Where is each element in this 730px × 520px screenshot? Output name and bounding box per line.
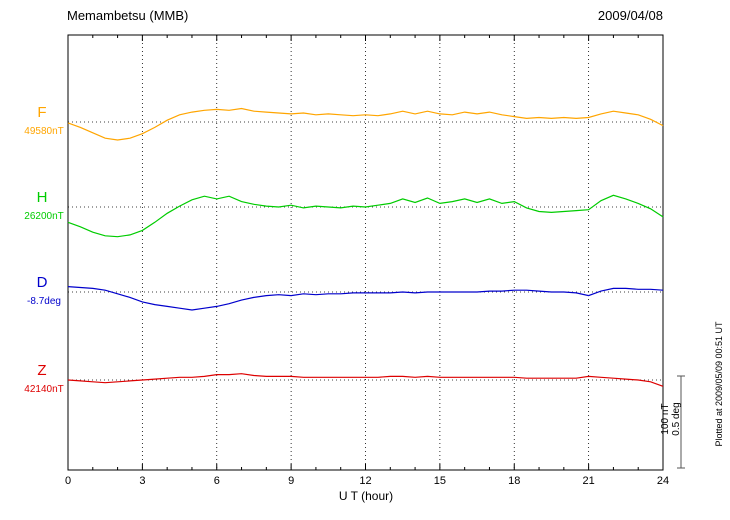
scale-label-nt: 100 nT [660, 403, 671, 435]
series-baseline-value-F: 49580nT [24, 126, 64, 137]
series-label-F: F [37, 104, 47, 121]
x-tick-label-6: 6 [213, 475, 220, 487]
x-axis-label: U T (hour) [338, 489, 394, 503]
series-label-H: H [36, 189, 48, 206]
x-tick-label-0: 0 [64, 475, 72, 487]
series-label-Z: Z [37, 362, 47, 379]
series-baseline-value-D: -8.7deg [27, 296, 61, 307]
trace-D [67, 286, 664, 311]
trace-Z [67, 373, 664, 387]
x-tick-label-15: 15 [433, 475, 446, 487]
x-tick-label-18: 18 [508, 475, 521, 487]
page-title: Memambetsu (MMB) [67, 8, 189, 23]
x-tick-label-24: 24 [656, 475, 670, 487]
date-label: 2009/04/08 [597, 8, 663, 23]
x-tick-label-21: 21 [582, 475, 595, 487]
scale-bar-label: 100 nT 0.5 deg [660, 384, 682, 454]
series-label-D: D [36, 274, 48, 291]
scale-label-deg: 0.5 deg [671, 402, 682, 436]
trace-F [67, 107, 664, 141]
plot-frame [67, 34, 664, 471]
x-tick-label-12: 12 [359, 475, 372, 487]
series-baseline-value-Z: 42140nT [24, 384, 64, 395]
x-tick-label-9: 9 [288, 475, 295, 487]
x-tick-label-3: 3 [139, 475, 146, 487]
trace-H [67, 194, 664, 238]
series-baseline-value-H: 26200nT [24, 211, 64, 222]
plotted-at-note: Plotted at 2009/05/09 00:51 UT [714, 321, 724, 447]
